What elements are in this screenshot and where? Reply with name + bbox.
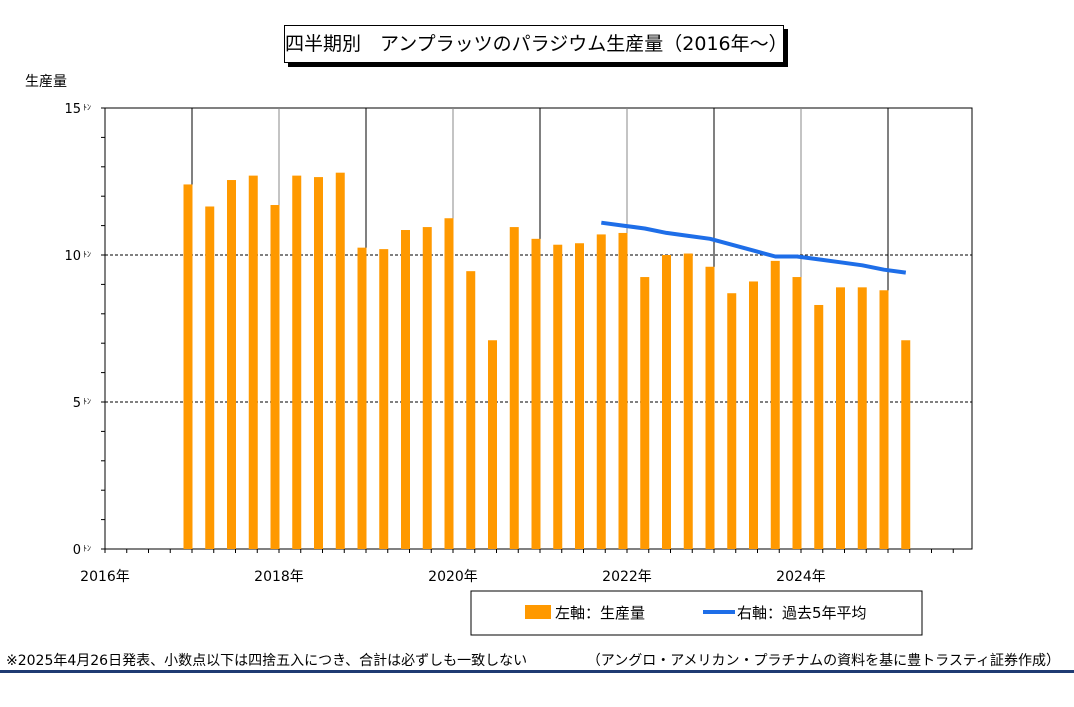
average-line [601, 220, 907, 275]
x-tick-label: 2020年 [428, 569, 478, 585]
bar [314, 177, 323, 549]
bar [749, 281, 758, 549]
footnote: ※2025年4月26日発表、小数点以下は四捨五入につき、合計は必ずしも一致しない [6, 653, 528, 669]
bar [248, 175, 258, 549]
bar [531, 238, 541, 549]
y-tick-unit: ﾄﾝ [83, 250, 91, 259]
y-axis-label: 生産量 [25, 74, 67, 90]
chart-title: 四半期別 アンプラッツのパラジウム生産量（2016年～） [284, 25, 788, 63]
x-tick-label: 2016年 [80, 569, 130, 585]
legend-bar-label: 左軸：生産量 [555, 604, 645, 622]
x-tick-label: 2022年 [602, 569, 652, 585]
legend-line-label: 右軸：過去5年平均 [737, 604, 867, 622]
y-tick-unit: ﾄﾝ [83, 397, 91, 406]
bar [770, 260, 780, 549]
y-tick-unit: ﾄﾝ [83, 544, 91, 553]
bar [618, 232, 628, 549]
bar [879, 290, 889, 549]
bar [270, 205, 280, 549]
source-note: （アングロ・アメリカン・プラチナムの資料を基に豊トラスティ証券作成） [586, 653, 1060, 669]
y-tick-label: 15 [64, 102, 81, 117]
bar [575, 243, 584, 550]
legend-bar-swatch [525, 605, 551, 619]
y-tick-unit: ﾄﾝ [83, 103, 91, 112]
x-tick-label: 2018年 [254, 569, 304, 585]
bar [466, 271, 476, 549]
bar [488, 340, 497, 549]
y-tick-label: 5 [73, 396, 81, 411]
bar [401, 230, 410, 549]
bar [292, 175, 302, 549]
bar [683, 253, 693, 549]
bar [814, 304, 824, 549]
bar [205, 206, 215, 550]
bar [444, 218, 454, 549]
bar [335, 172, 345, 549]
bar [553, 244, 563, 549]
bar [379, 249, 389, 549]
bar [836, 287, 845, 549]
bar [422, 227, 432, 549]
bar [901, 340, 911, 549]
bar [792, 277, 802, 549]
x-tick-label: 2024年 [776, 569, 826, 585]
y-tick-label: 0 [73, 543, 81, 558]
bar [227, 180, 236, 549]
y-tick-label: 10 [64, 249, 81, 264]
bar [596, 234, 606, 550]
bottom-rule [0, 670, 1074, 673]
bar [857, 287, 867, 549]
bar [640, 277, 650, 549]
bar [662, 255, 671, 549]
bar [509, 227, 519, 549]
bar [357, 247, 367, 549]
bar [183, 184, 193, 549]
bar [705, 266, 715, 549]
bar [727, 293, 737, 549]
